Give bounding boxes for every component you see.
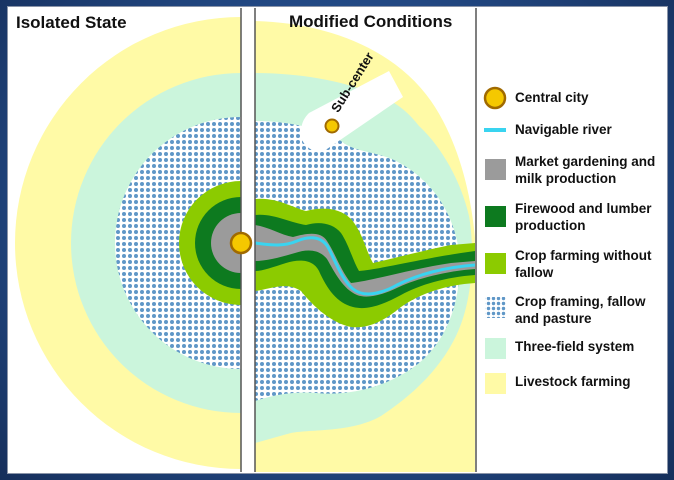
legend-label-livestock: Livestock farming — [515, 374, 631, 389]
central-city-icon — [229, 231, 253, 255]
legend-livestock-swatch — [485, 373, 506, 394]
legend-label-central-city: Central city — [515, 90, 589, 105]
navigable-river — [255, 236, 475, 296]
legend-firewood-swatch — [485, 206, 506, 227]
zones-diagram — [15, 8, 507, 472]
legend-label-crop-no-fallow: Crop farming without fallow — [515, 248, 652, 280]
left-panel-title: Isolated State — [16, 13, 127, 32]
legend-label-three-field: Three-field system — [515, 339, 635, 354]
legend-river-icon — [484, 128, 506, 132]
legend-three-field-swatch — [485, 338, 506, 359]
market-gardening-modified — [255, 225, 475, 297]
legend-label-market: Market gardening and milk production — [515, 154, 656, 186]
crop-fallow-pasture-zone — [115, 117, 241, 369]
market-gardening-zone — [211, 213, 241, 273]
right-panel-title: Modified Conditions — [289, 12, 453, 31]
legend-central-city-icon — [483, 86, 507, 110]
isolated-state-rings — [15, 17, 241, 469]
modified-conditions-zones — [255, 21, 475, 472]
diagram-panel: Isolated State Modified Conditions Sub-c… — [7, 6, 668, 474]
legend-label-firewood: Firewood and lumber production — [515, 201, 652, 233]
legend-crop-fallow-swatch — [485, 297, 506, 318]
subcenter-city-icon — [324, 118, 340, 134]
legend-swatches — [483, 86, 507, 394]
legend-label-crop-fallow: Crop framing, fallow and pasture — [515, 294, 646, 326]
legend-crop-no-fallow-swatch — [485, 253, 506, 274]
legend-label-river: Navigable river — [515, 122, 612, 137]
legend-market-swatch — [485, 159, 506, 180]
